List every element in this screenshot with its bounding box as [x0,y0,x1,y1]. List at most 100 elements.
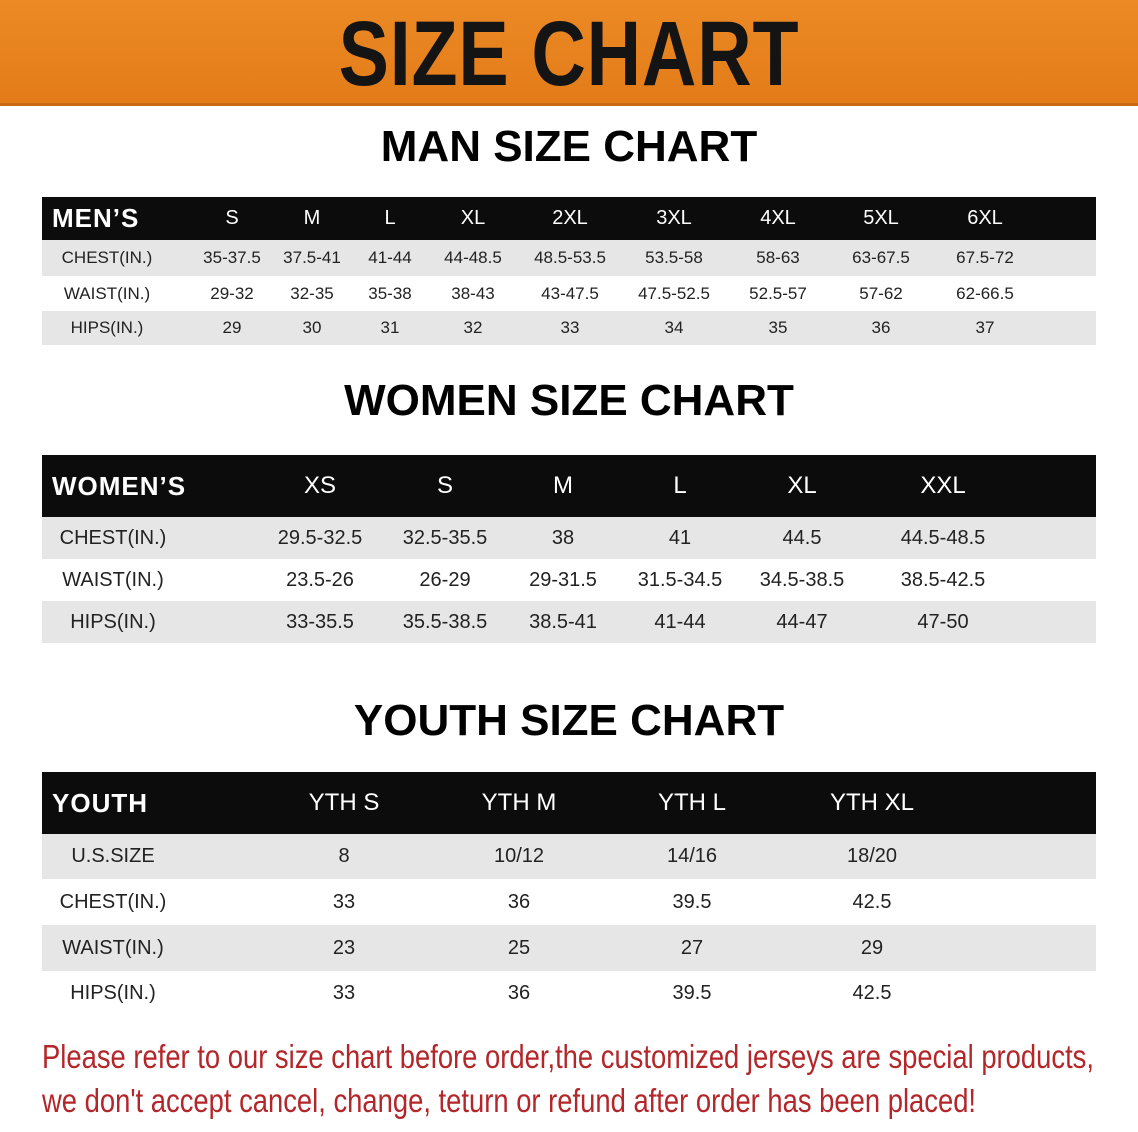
size-header: M [303,207,321,229]
table-cell: 32.5-35.5 [402,526,488,549]
men-size-table: MEN’S S M L XL 2XL 3XL 4XL 5XL 6XL CHEST(IN.) 35-37… [42,197,1096,345]
size-header: 3XL [656,207,692,229]
table-cell: 67.5-72 [956,248,1014,267]
size-header: XL [460,207,486,229]
table-cell: 32-35 [290,283,334,303]
table-row: CHEST(IN.) 33 36 39.5 42.5 [42,879,1096,925]
table-cell: 23.5-26 [286,568,354,591]
table-cell: 37.5-41 [283,248,341,267]
table-cell: 38.5-42.5 [900,568,986,591]
table-row: U.S.SIZE 8 10/12 14/16 18/20 [42,834,1096,879]
table-cell: 48.5-53.5 [534,248,606,267]
table-cell: 33 [332,982,356,1004]
table-row: WAIST(IN.) 23.5-26 26-29 29-31.5 31.5-34.5 34… [42,559,1096,601]
header-label: MEN’S [52,203,140,233]
size-header: S [436,472,453,499]
notice-line-1: Please refer to our size chart before or… [42,1038,1094,1075]
size-header: XS [303,472,336,499]
row-label: WAIST(IN.) [62,936,164,959]
size-header: YTH M [481,789,557,816]
table-cell: 47.5-52.5 [638,283,710,303]
table-cell: 34 [664,318,684,337]
size-header: L [384,207,396,229]
size-header: YTH L [657,789,726,816]
size-header: S [225,207,239,229]
size-header: 6XL [967,207,1003,229]
size-header: XXL [920,472,966,499]
row-label: WAIST(IN.) [62,568,164,591]
table-cell: 36 [507,982,531,1004]
table-header: YOUTH YTH S YTH M YTH L YTH XL [42,772,1096,834]
table-cell: 39.5 [672,890,712,913]
table-cell: 34.5-38.5 [759,568,845,591]
youth-title: YOUTH SIZE CHART [353,696,785,745]
table-cell: 23 [332,936,356,959]
table-cell: 44-48.5 [444,248,502,267]
table-cell: 44.5 [782,526,822,549]
table-cell: 29 [222,318,242,337]
table-row: HIPS(IN.) 33-35.5 35.5-38.5 38.5-41 41-44 44-… [42,601,1096,643]
table-cell: 32 [463,318,483,337]
table-cell: 29 [860,936,884,959]
table-cell: 62-66.5 [956,283,1014,303]
table-cell: 42.5 [852,982,892,1004]
table-cell: 58-63 [756,248,800,267]
table-cell: 14/16 [666,845,718,867]
table-row: WAIST(IN.) 23 25 27 29 [42,925,1096,971]
row-label: HIPS(IN.) [70,318,144,337]
youth-size-table: YOUTH YTH S YTH M YTH L YTH XL U.S.SIZE 8 10/12… [42,772,1096,1016]
table-cell: 35-38 [368,283,412,303]
table-cell: 39.5 [672,982,712,1004]
table-cell: 26-29 [419,568,471,591]
row-label: CHEST(IN.) [59,890,167,913]
table-cell: 37 [975,318,995,337]
size-header: 5XL [863,207,899,229]
table-cell: 33-35.5 [286,610,354,633]
table-cell: 35-37.5 [203,248,261,267]
table-cell: 35 [768,318,788,337]
table-cell: 41-44 [654,610,706,633]
row-label: CHEST(IN.) [59,526,167,549]
table-cell: 44.5-48.5 [900,526,986,549]
table-cell: 30 [302,318,322,337]
size-header: 2XL [552,207,588,229]
row-label: WAIST(IN.) [63,283,151,303]
table-cell: 41 [668,526,692,549]
table-cell: 29.5-32.5 [277,526,363,549]
table-header: MEN’S S M L XL 2XL 3XL 4XL 5XL 6XL [42,197,1096,240]
table-row: CHEST(IN.) 29.5-32.5 32.5-35.5 38 41 44.5 44.5… [42,517,1096,559]
row-label: HIPS(IN.) [70,610,156,633]
table-header: WOMEN’S XS S M L XL XXL [42,455,1096,517]
table-cell: 38 [551,526,575,549]
table-cell: 33 [560,318,580,337]
men-title: MAN SIZE CHART [380,122,758,171]
row-label: U.S.SIZE [71,845,155,867]
table-cell: 52.5-57 [749,283,807,303]
size-header: XL [787,472,817,499]
table-cell: 27 [680,936,704,959]
table-cell: 38-43 [451,283,495,303]
women-title: WOMEN SIZE CHART [344,376,794,425]
header-label: YOUTH [52,787,148,818]
table-cell: 29-32 [210,283,254,303]
header-label: WOMEN’S [52,470,187,501]
table-cell: 31 [380,318,400,337]
table-cell: 31.5-34.5 [637,568,723,591]
notice-line-2: we don't accept cancel, change, teturn o… [42,1082,977,1119]
table-cell: 47-50 [917,610,969,633]
table-cell: 44-47 [776,610,828,633]
table-cell: 8 [338,845,350,867]
women-size-table: WOMEN’S XS S M L XL XXL CHEST(IN.) 29.5-32.5 32.5… [42,455,1096,643]
table-cell: 43-47.5 [541,283,599,303]
table-cell: 35.5-38.5 [402,610,488,633]
size-header: M [553,472,573,499]
banner: SIZE CHART [0,0,1138,106]
size-header: YTH XL [829,789,915,816]
table-cell: 36 [871,318,891,337]
table-row: CHEST(IN.) 35-37.5 37.5-41 41-44 44-48.5 48.5… [42,240,1096,276]
table-cell: 53.5-58 [645,248,703,267]
table-cell: 33 [332,890,356,913]
size-header: YTH S [308,789,380,816]
size-header: 4XL [760,207,796,229]
table-cell: 57-62 [859,283,903,303]
